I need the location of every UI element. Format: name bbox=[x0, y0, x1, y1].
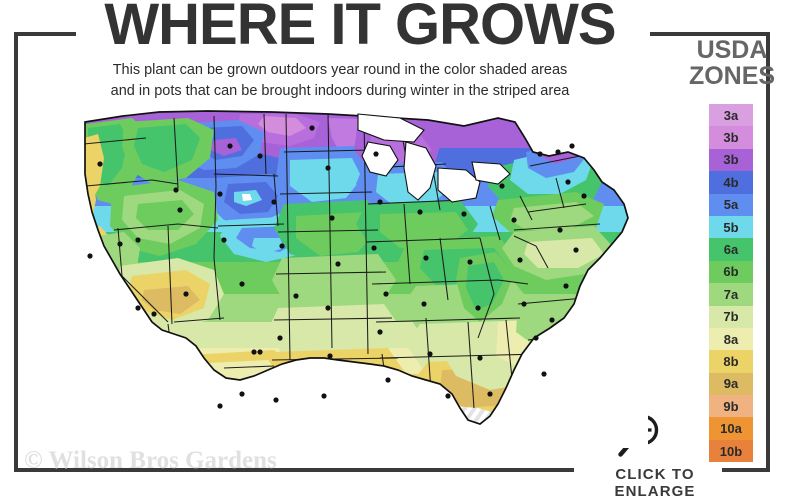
legend-swatch-8b-11[interactable]: 8b bbox=[709, 350, 753, 373]
legend-swatch-7a-8[interactable]: 7a bbox=[709, 283, 753, 306]
legend-swatch-7b-9[interactable]: 7b bbox=[709, 305, 753, 328]
legend-heading-line-2: ZONES bbox=[688, 61, 776, 90]
frame-left-border bbox=[14, 32, 18, 472]
legend-heading-line-1: USDA bbox=[696, 36, 768, 64]
subtitle-line-2: and in pots that can be brought indoors … bbox=[110, 83, 570, 100]
page-subtitle: This plant can be grown outdoors year ro… bbox=[40, 60, 640, 102]
legend-swatch-3a-0[interactable]: 3a bbox=[709, 104, 753, 127]
frame-bottom-left-border bbox=[14, 468, 574, 472]
legend-swatch-10b-15[interactable]: 10b bbox=[709, 439, 753, 463]
legend-heading: USDA ZONES bbox=[672, 36, 792, 90]
page-title: WHERE IT GROWS bbox=[104, 0, 616, 57]
legend-swatch-10a-14[interactable]: 10a bbox=[709, 417, 753, 440]
usa-outline bbox=[84, 110, 629, 425]
frame-top-left-border bbox=[14, 32, 76, 36]
legend-swatch-5b-5[interactable]: 5b bbox=[709, 215, 753, 239]
legend-swatch-8a-10[interactable]: 8a bbox=[709, 327, 753, 351]
city-markers bbox=[87, 125, 587, 409]
legend-swatch-4b-3[interactable]: 4b bbox=[709, 171, 753, 194]
legend-swatch-9b-13[interactable]: 9b bbox=[709, 395, 753, 418]
frame-bottom-right-border bbox=[722, 468, 770, 472]
click-to-enlarge-label[interactable]: CLICK TO ENLARGE bbox=[614, 466, 696, 500]
usda-hardiness-zone-map[interactable] bbox=[28, 108, 648, 448]
legend-swatch-6a-6[interactable]: 6a bbox=[709, 238, 753, 261]
legend-swatch-6b-7[interactable]: 6b bbox=[709, 260, 753, 284]
frame-top-right-border bbox=[650, 32, 770, 36]
legend-swatch-3b-2[interactable]: 3b bbox=[709, 148, 753, 172]
legend-swatch-5a-4[interactable]: 5a bbox=[709, 193, 753, 216]
legend-swatch-9a-12[interactable]: 9a bbox=[709, 372, 753, 396]
frame-right-border bbox=[766, 32, 770, 472]
watermark: © Wilson Bros Gardens bbox=[24, 447, 277, 474]
usda-zone-legend: 3a 3b 3b 4b 5a 5b 6a 6b 7a 7b 8a 8b 9a 9b 10a 10b bbox=[709, 104, 753, 463]
great-lakes bbox=[357, 113, 511, 203]
legend-swatch-3b-1[interactable]: 3b bbox=[709, 126, 753, 149]
subtitle-line-1: This plant can be grown outdoors year ro… bbox=[112, 62, 568, 78]
